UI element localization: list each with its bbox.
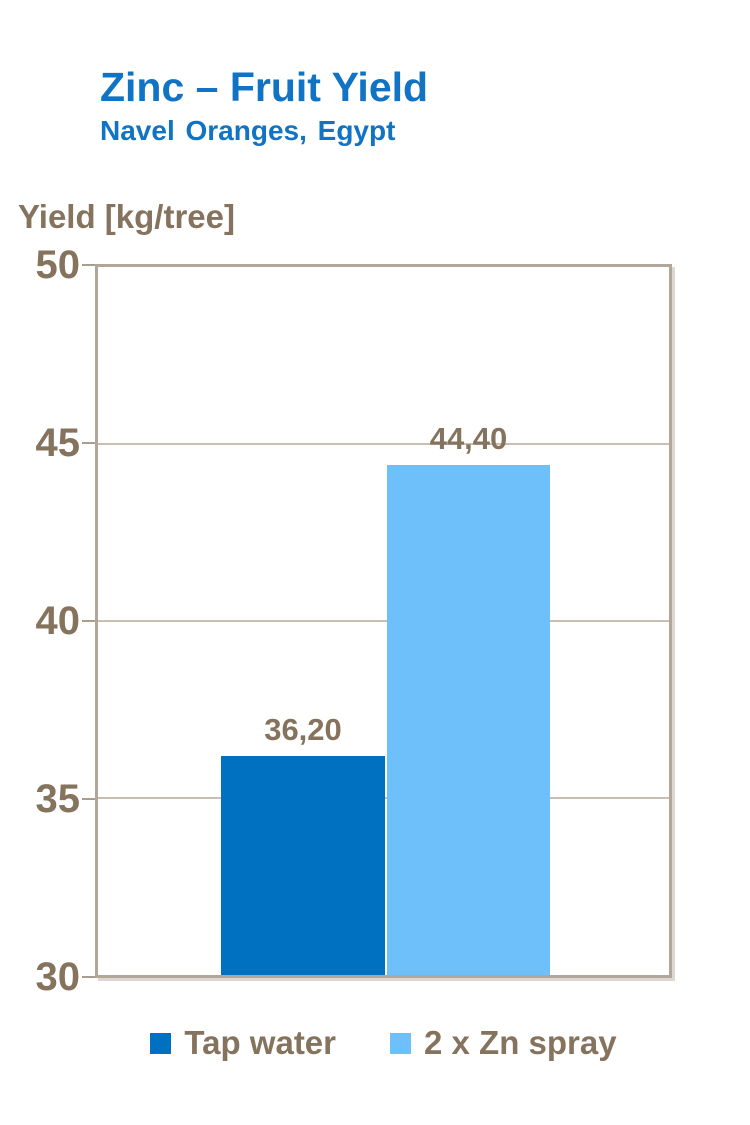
legend-swatch-icon — [390, 1032, 411, 1054]
bar-tap-water: 36,20 — [221, 712, 385, 975]
chart-title: Zinc – Fruit Yield — [100, 64, 429, 110]
bar-rect — [221, 755, 385, 975]
y-tick-mark — [82, 264, 96, 266]
gridline-45 — [98, 443, 669, 445]
legend-item-tap-water: Tap water — [150, 1024, 336, 1062]
y-tick-label-50: 50 — [35, 243, 81, 287]
legend-label: Tap water — [184, 1024, 336, 1061]
y-tick-label-45: 45 — [35, 421, 81, 465]
y-tick-label-30: 30 — [35, 955, 81, 999]
legend-swatch-icon — [150, 1032, 172, 1054]
y-tick-mark — [82, 442, 96, 444]
y-tick-mark — [82, 976, 96, 978]
chart-subtitle: Navel Oranges, Egypt — [100, 115, 396, 146]
legend: Tap water 2 x Zn spray — [95, 1024, 672, 1062]
y-tick-mark — [82, 620, 96, 622]
y-tick-mark — [82, 798, 96, 800]
bar-value-label: 36,20 — [264, 711, 342, 747]
gridline-40 — [98, 620, 669, 622]
y-tick-label-35: 35 — [35, 777, 81, 821]
y-tick-label-40: 40 — [35, 599, 81, 643]
y-axis-title: Yield [kg/tree] — [18, 198, 235, 235]
plot-area: 36,20 44,40 — [95, 264, 672, 978]
bar-value-label: 44,40 — [429, 421, 508, 457]
bar-rect — [387, 465, 550, 975]
legend-item-zn-spray: 2 x Zn spray — [390, 1024, 617, 1062]
legend-label: 2 x Zn spray — [424, 1024, 617, 1061]
bar-zn-spray: 44,40 — [387, 421, 550, 975]
